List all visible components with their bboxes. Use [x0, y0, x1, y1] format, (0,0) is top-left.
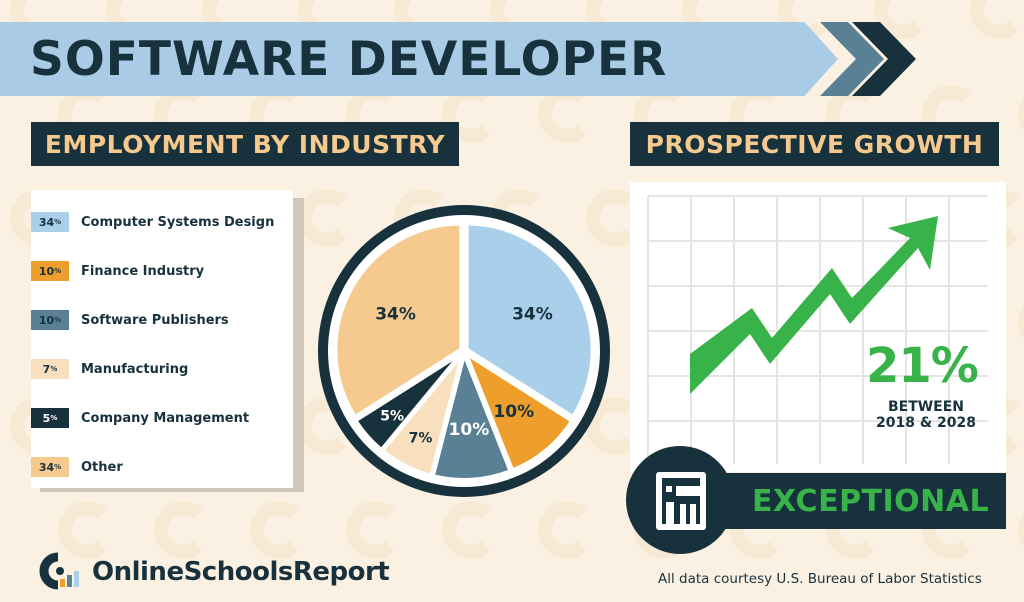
legend-pct-sign: % [50, 365, 58, 373]
pie-data-label: 34% [375, 304, 416, 324]
pattern-mark [441, 501, 491, 559]
growth-period-line2: 2018 & 2028 [876, 415, 976, 431]
legend-item: 7% Manufacturing [31, 359, 188, 379]
pie-data-label: 5% [380, 408, 404, 424]
pie-data-label: 34% [512, 304, 553, 324]
circuit-board-icon [656, 472, 706, 530]
legend-swatch: 10% [31, 310, 69, 330]
page-title: SOFTWARE DEVELOPER [30, 32, 668, 87]
legend-label: Finance Industry [81, 263, 205, 279]
source-note: All data courtesy U.S. Bureau of Labor S… [658, 571, 982, 587]
growth-period-line1: BETWEEN [887, 399, 965, 415]
legend-item: 10% Software Publishers [31, 310, 229, 330]
legend-item: 34% Computer Systems Design [31, 212, 274, 232]
pattern-mark [153, 501, 203, 559]
pie-slice [461, 348, 576, 474]
legend-pct: 34 [38, 460, 55, 474]
pattern-mark [873, 0, 923, 39]
legend-pct-sign: % [54, 463, 62, 471]
chevrons-icon [820, 22, 916, 96]
legend-swatch: 34% [31, 212, 69, 232]
pie-chart: 34% 10%10% 7% 5% 34% [318, 205, 610, 497]
pie-slice [464, 221, 595, 420]
pattern-mark [537, 85, 587, 143]
legend-item: 34% Other [31, 457, 123, 477]
legend-pct: 10 [38, 313, 55, 327]
legend-swatch: 5% [31, 408, 69, 428]
legend-pct: 7 [42, 362, 51, 376]
growth-card [630, 182, 1006, 472]
pie-data-label: 10% [493, 402, 534, 422]
employment-header: EMPLOYMENT BY INDUSTRY [31, 122, 459, 166]
legend-label: Software Publishers [81, 312, 229, 328]
pattern-mark [969, 0, 1019, 39]
pie-slice [430, 347, 514, 482]
growth-arrow-icon [690, 216, 938, 394]
legend-pct-sign: % [54, 267, 62, 275]
brand-name: OnlineSchoolsReport [92, 557, 390, 587]
legend-label: Manufacturing [81, 361, 189, 377]
pattern-mark [537, 501, 587, 559]
pattern-mark [57, 501, 107, 559]
legend-label: Company Management [81, 410, 250, 426]
legend-pct-sign: % [50, 414, 58, 422]
pie-slice [352, 351, 464, 453]
pattern-mark [249, 501, 299, 559]
legend-label: Other [81, 459, 123, 475]
legend-pct: 10 [38, 264, 55, 278]
legend-pct: 34 [38, 215, 55, 229]
legend-swatch: 7% [31, 359, 69, 379]
legend-item: 5% Company Management [31, 408, 249, 428]
growth-value: 21% [866, 338, 979, 394]
title-banner [0, 22, 838, 96]
pie-data-label: 10% [449, 420, 490, 440]
pattern-mark [297, 189, 347, 247]
legend-label: Computer Systems Design [81, 214, 275, 230]
legend-pct-sign: % [54, 218, 62, 226]
pattern-mark [345, 501, 395, 559]
legend-swatch: 10% [31, 261, 69, 281]
legend-pct-sign: % [54, 316, 62, 324]
legend-pct: 5 [42, 411, 51, 425]
legend: 34% Computer Systems Design 10% Finance Ind… [31, 190, 293, 488]
pie-data-label: 7% [409, 430, 433, 446]
brand-logo-icon [39, 552, 79, 590]
pattern-mark [585, 397, 635, 455]
rating-bar [700, 473, 1006, 529]
growth-header: PROSPECTIVE GROWTH [630, 122, 999, 166]
pattern-mark [585, 189, 635, 247]
growth-chart [647, 195, 988, 464]
pie-slice [333, 221, 464, 420]
growth-rating: EXCEPTIONAL [752, 484, 990, 519]
legend-item: 10% Finance Industry [31, 261, 204, 281]
legend-swatch: 34% [31, 457, 69, 477]
growth-period: BETWEEN 2018 & 2028 [866, 399, 986, 431]
